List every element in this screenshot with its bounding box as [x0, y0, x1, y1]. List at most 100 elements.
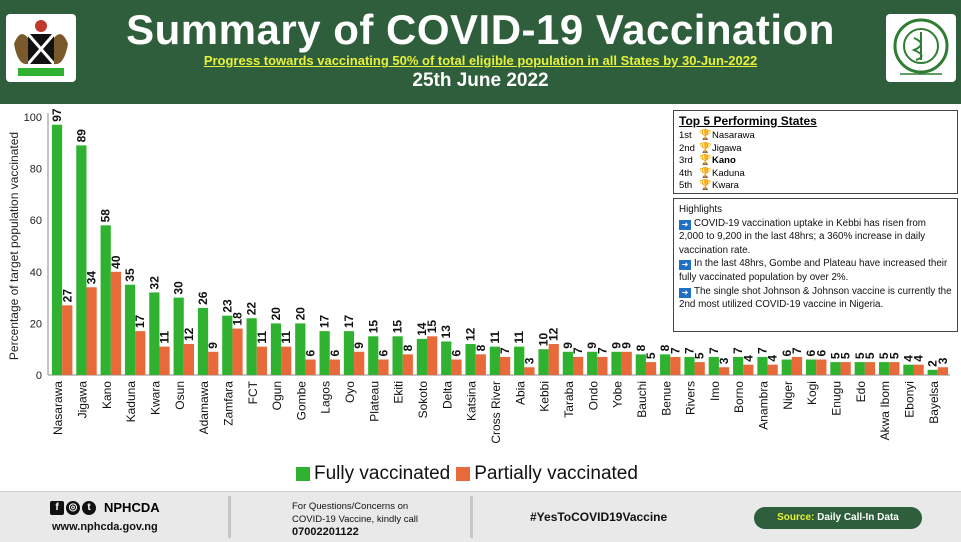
x-tick-label: Yobe [611, 381, 625, 408]
data-label: 20 [269, 307, 283, 321]
top5-state: Kaduna [712, 167, 745, 179]
bar-fully [100, 225, 111, 375]
arrow-right-icon: ➜ [679, 219, 691, 230]
data-label: 26 [196, 291, 210, 305]
top5-state: Nasarawa [712, 130, 755, 141]
bar-fully [587, 351, 598, 375]
bar-partially [791, 356, 803, 375]
bar-partially [86, 287, 97, 375]
bar-partially [500, 356, 511, 375]
bar-partially [670, 356, 681, 375]
data-label: 8 [658, 344, 672, 351]
data-label: 3 [522, 357, 536, 364]
legend-item-partially: Partially vaccinated [456, 463, 638, 485]
data-label: 6 [304, 350, 318, 357]
data-label: 7 [668, 347, 682, 354]
data-label: 18 [231, 312, 245, 326]
data-label: 40 [109, 255, 123, 269]
bar-fully [149, 292, 160, 375]
data-label: 35 [123, 268, 137, 282]
legend-swatch-fully [296, 467, 310, 481]
x-tick-label: Taraba [562, 381, 576, 418]
bar-fully [538, 349, 549, 375]
y-tick-label: 0 [36, 370, 42, 382]
data-label: 9 [585, 342, 599, 349]
data-label: 12 [182, 327, 196, 341]
report-date: 25th June 2022 [412, 70, 549, 91]
data-label: 5 [877, 352, 891, 359]
bar-partially [621, 351, 632, 375]
bar-fully [124, 284, 136, 375]
data-label: 5 [839, 352, 853, 359]
instagram-icon[interactable]: ◎ [66, 500, 80, 515]
data-label: 23 [220, 299, 234, 313]
x-tick-label: Anambra [757, 381, 771, 430]
bar-fully [246, 318, 257, 375]
top5-row: 5th 🏆 Kwara [679, 180, 952, 193]
data-label: 12 [464, 327, 478, 341]
website-link[interactable]: www.nphcda.gov.ng [52, 521, 158, 533]
data-label: 27 [60, 289, 74, 303]
bar-fully [927, 369, 938, 375]
x-tick-label: Nasarawa [51, 381, 65, 435]
data-label: 8 [474, 344, 488, 351]
facebook-icon[interactable]: f [50, 500, 64, 515]
bar-partially [110, 271, 122, 375]
top5-heading: Top 5 Performing States [679, 114, 817, 128]
x-tick-label: Sokoto [416, 381, 430, 419]
bar-fully [295, 323, 306, 375]
y-tick-label: 40 [30, 267, 42, 279]
data-label: 15 [366, 320, 380, 334]
data-label: 4 [912, 355, 926, 362]
data-label: 7 [595, 347, 609, 354]
data-label: 6 [328, 350, 342, 357]
source-value: Daily Call-In Data [817, 512, 899, 523]
x-tick-label: Kano [100, 381, 114, 409]
x-tick-label: Akwa Ibom [878, 381, 892, 440]
bar-partially [378, 359, 389, 375]
x-tick-label: Plateau [367, 381, 381, 422]
data-label: 9 [206, 342, 220, 349]
bar-partially [694, 362, 705, 375]
x-tick-label: Bayelsa [927, 381, 941, 424]
bar-partially [256, 346, 267, 375]
data-label: 6 [449, 350, 463, 357]
data-label: 30 [172, 281, 186, 295]
coat-of-arms-logo [6, 14, 76, 82]
bar-partially [548, 344, 559, 375]
top5-panel: Top 5 Performing States 1st 🏆 Nasarawa 2… [673, 110, 958, 194]
data-label: 58 [99, 209, 113, 223]
legend-label-partially: Partially vaccinated [474, 463, 638, 484]
bar-fully [757, 356, 768, 375]
x-tick-label: Osun [173, 381, 187, 410]
legend-item-fully: Fully vaccinated [296, 463, 450, 485]
bar-partially [645, 362, 657, 375]
header-banner: Summary of COVID-19 Vaccination Progress… [0, 0, 961, 104]
data-label: 9 [620, 342, 634, 349]
data-label: 9 [561, 342, 575, 349]
arrow-right-icon: ➜ [679, 287, 691, 298]
page-title: Summary of COVID-19 Vaccination [126, 6, 835, 53]
bar-fully [635, 354, 646, 375]
data-label: 97 [50, 108, 64, 122]
bar-fully [854, 362, 865, 375]
bar-partially [743, 364, 754, 375]
data-label: 15 [391, 320, 405, 334]
bar-fully [514, 346, 525, 375]
bar-partially [475, 354, 486, 375]
top5-state: Kwara [712, 180, 739, 191]
hashtag: #YesToCOVID19Vaccine [530, 510, 668, 524]
highlight-item: ➜ In the last 48hrs, Gombe and Plateau ha… [679, 257, 952, 284]
bar-fully [562, 351, 573, 375]
data-label: 7 [755, 347, 769, 354]
twitter-icon[interactable]: t [82, 500, 96, 515]
highlight-item: ➜ The single shot Johnson & Johnson vacci… [679, 285, 952, 312]
bar-partially [281, 346, 292, 375]
data-label: 7 [707, 347, 721, 354]
bar-fully [465, 344, 476, 375]
x-tick-label: Kaduna [124, 381, 138, 423]
bar-fully [319, 331, 330, 375]
bar-partially [937, 367, 949, 375]
x-tick-label: Kogi [805, 381, 819, 405]
